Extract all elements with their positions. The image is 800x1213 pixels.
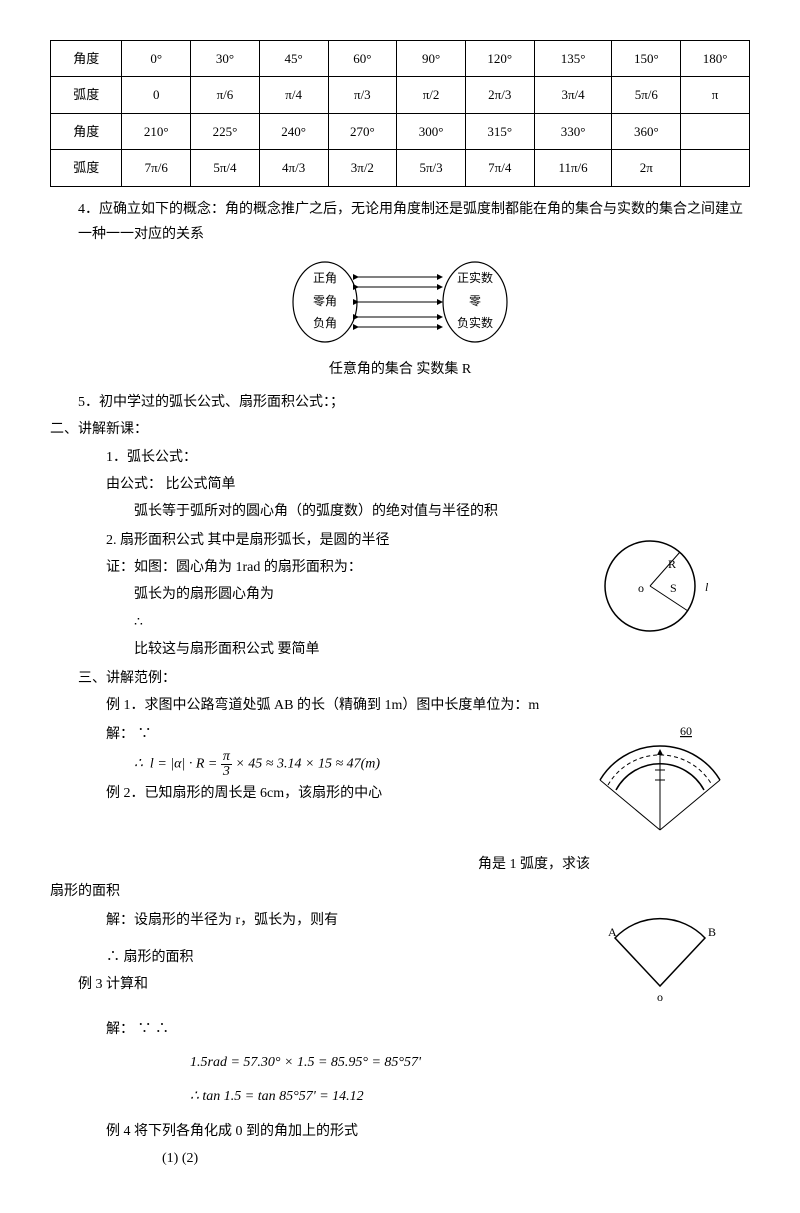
table-cell: 5π/6 bbox=[612, 77, 681, 113]
sector-label-o: o bbox=[657, 990, 663, 1004]
table-cell: π/3 bbox=[328, 77, 397, 113]
example-1-solution: 解： ∵ bbox=[50, 722, 570, 747]
s2-2a: 证：如图：圆心角为 1rad 的扇形面积为： bbox=[50, 555, 570, 580]
table-cell: 0° bbox=[122, 41, 191, 77]
table-cell: 150° bbox=[612, 41, 681, 77]
table-cell: 11π/6 bbox=[534, 150, 612, 186]
label-R: R bbox=[668, 557, 676, 571]
s2-2: 2. 扇形面积公式 其中是扇形弧长，是圆的半径 bbox=[50, 528, 570, 553]
table-cell: 角度 bbox=[51, 41, 122, 77]
table-cell: 7π/4 bbox=[465, 150, 534, 186]
table-cell: 210° bbox=[122, 113, 191, 149]
example-3-solution: 解： ∵ ∴ bbox=[50, 1017, 750, 1042]
table-cell: π/4 bbox=[259, 77, 328, 113]
table-cell: 5π/3 bbox=[397, 150, 466, 186]
paragraph-5: 5．初中学过的弧长公式、扇形面积公式：； bbox=[50, 390, 750, 415]
example-1-formula: ∴ l = |α| · R = π3 × 45 ≈ 3.14 × 15 ≈ 47… bbox=[50, 750, 570, 779]
label-S: S bbox=[670, 581, 677, 595]
table-cell: 3π/4 bbox=[534, 77, 612, 113]
table-cell: 120° bbox=[465, 41, 534, 77]
diagram-caption: 任意角的集合 实数集 R bbox=[50, 357, 750, 382]
table-cell: 225° bbox=[191, 113, 260, 149]
set-mapping-diagram: 正角 零角 负角 正实数 零 负实数 bbox=[50, 257, 750, 347]
example-3-formula-2: ∴ tan 1.5 = tan 85°57' = 14.12 bbox=[50, 1084, 750, 1109]
table-cell: 180° bbox=[681, 41, 750, 77]
table-cell: 2π bbox=[612, 150, 681, 186]
example-2-part-a: 例 2．已知扇形的周长是 6cm，该扇形的中心 bbox=[106, 786, 382, 801]
s2-2d: 比较这与扇形面积公式 要简单 bbox=[50, 637, 570, 662]
table-cell: 4π/3 bbox=[259, 150, 328, 186]
table-cell: 300° bbox=[397, 113, 466, 149]
table-cell: 30° bbox=[191, 41, 260, 77]
table-cell: π bbox=[681, 77, 750, 113]
left-label-1: 正角 bbox=[313, 271, 337, 285]
right-label-1: 正实数 bbox=[457, 270, 493, 285]
example-2-tail: 扇形的面积 bbox=[50, 879, 750, 904]
table-cell: 5π/4 bbox=[191, 150, 260, 186]
table-cell: 360° bbox=[612, 113, 681, 149]
table-cell: 330° bbox=[534, 113, 612, 149]
sector-ab-figure: A B o bbox=[570, 906, 750, 1015]
paragraph-4: 4．应确立如下的概念：角的概念推广之后，无论用角度制还是弧度制都能在角的集合与实… bbox=[50, 197, 750, 247]
example-3-formula-1: 1.5rad = 57.30° × 1.5 = 85.95° = 85°57' bbox=[50, 1050, 750, 1075]
example-4-items: (1) (2) bbox=[50, 1146, 750, 1171]
label-o: o bbox=[638, 581, 644, 595]
sector-label-a: A bbox=[608, 925, 617, 939]
s2-1: 1．弧长公式： bbox=[50, 445, 750, 470]
road-curve-figure: 60 bbox=[570, 720, 750, 849]
table-cell bbox=[681, 150, 750, 186]
table-cell: 60° bbox=[328, 41, 397, 77]
table-cell: 弧度 bbox=[51, 77, 122, 113]
section-2-title: 二、讲解新课： bbox=[50, 417, 750, 442]
right-label-2: 零 bbox=[469, 294, 481, 308]
table-cell: 2π/3 bbox=[465, 77, 534, 113]
circle-sector-figure: R S o l bbox=[570, 526, 750, 655]
example-3: 例 3 计算和 bbox=[50, 972, 570, 997]
table-cell bbox=[681, 113, 750, 149]
table-cell: 7π/6 bbox=[122, 150, 191, 186]
s2-1a: 由公式： 比公式简单 bbox=[50, 472, 750, 497]
table-cell: 弧度 bbox=[51, 150, 122, 186]
table-cell: 315° bbox=[465, 113, 534, 149]
example-2-result: ∴ 扇形的面积 bbox=[50, 945, 570, 970]
table-cell: 0 bbox=[122, 77, 191, 113]
table-cell: 90° bbox=[397, 41, 466, 77]
s2-2b: 弧长为的扇形圆心角为 bbox=[50, 582, 570, 607]
label-l: l bbox=[705, 580, 709, 594]
table-cell: π/6 bbox=[191, 77, 260, 113]
s2-2c: ∴ bbox=[50, 610, 570, 635]
example-2: 例 2．已知扇形的周长是 6cm，该扇形的中心 bbox=[50, 781, 570, 806]
example-2-solution: 解：设扇形的半径为 r，弧长为，则有 bbox=[50, 908, 570, 933]
example-4: 例 4 将下列各角化成 0 到的角加上的形式 bbox=[50, 1119, 750, 1144]
right-label-3: 负实数 bbox=[457, 315, 493, 330]
s2-1b: 弧长等于弧所对的圆心角（的弧度数）的绝对值与半径的积 bbox=[50, 499, 750, 524]
road-label-60: 60 bbox=[680, 724, 692, 738]
section-3-title: 三、讲解范例： bbox=[50, 666, 750, 691]
example-1: 例 1．求图中公路弯道处弧 AB 的长（精确到 1m）图中长度单位为：m bbox=[50, 693, 750, 718]
table-cell: 240° bbox=[259, 113, 328, 149]
table-cell: 45° bbox=[259, 41, 328, 77]
example-2-part-b: 角是 1 弧度，求该 bbox=[50, 852, 750, 877]
left-label-3: 负角 bbox=[313, 316, 337, 330]
table-cell: 角度 bbox=[51, 113, 122, 149]
angle-radian-table: 角度0°30°45°60°90°120°135°150°180°弧度0π/6π/… bbox=[50, 40, 750, 187]
table-cell: 270° bbox=[328, 113, 397, 149]
sector-label-b: B bbox=[708, 925, 716, 939]
table-cell: 3π/2 bbox=[328, 150, 397, 186]
table-cell: π/2 bbox=[397, 77, 466, 113]
left-label-2: 零角 bbox=[313, 294, 337, 308]
table-cell: 135° bbox=[534, 41, 612, 77]
